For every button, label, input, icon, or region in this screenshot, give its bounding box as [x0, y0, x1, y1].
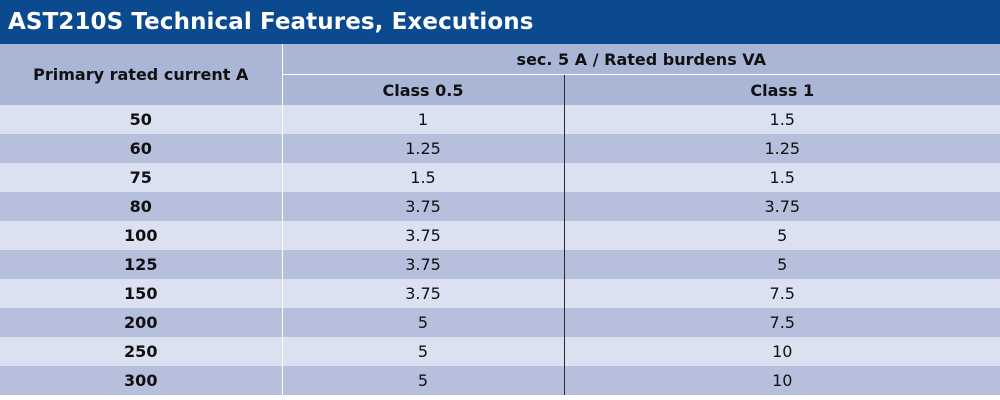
- table-row: 50 1 1.5: [0, 105, 1000, 134]
- cell-class-1: 1.25: [563, 134, 1000, 163]
- cell-current: 200: [0, 308, 282, 337]
- cell-class-1: 7.5: [563, 279, 1000, 308]
- table-row: 125 3.75 5: [0, 250, 1000, 279]
- header-primary-current: Primary rated current A: [0, 44, 282, 105]
- cell-current: 125: [0, 250, 282, 279]
- header-secondary-burdens: sec. 5 A / Rated burdens VA: [281, 44, 1000, 75]
- table-row: 250 5 10: [0, 337, 1000, 366]
- cell-current: 300: [0, 366, 282, 395]
- cell-current: 150: [0, 279, 282, 308]
- cell-class-0-5: 5: [281, 366, 564, 395]
- cell-class-1: 1.5: [563, 105, 1000, 134]
- header-class-1: Class 1: [563, 74, 1000, 105]
- cell-class-1: 5: [563, 250, 1000, 279]
- cell-current: 250: [0, 337, 282, 366]
- table-row: 60 1.25 1.25: [0, 134, 1000, 163]
- cell-current: 75: [0, 163, 282, 192]
- table-row: 150 3.75 7.5: [0, 279, 1000, 308]
- cell-class-1: 10: [563, 366, 1000, 395]
- cell-class-0-5: 1.25: [281, 134, 564, 163]
- table-body: 50 1 1.5 60 1.25 1.25 75 1.5 1.5 80 3.75…: [0, 105, 1000, 395]
- page-title: AST210S Technical Features, Executions: [0, 0, 1000, 44]
- features-table: Primary rated current A sec. 5 A / Rated…: [0, 44, 1000, 395]
- cell-class-0-5: 5: [281, 337, 564, 366]
- cell-class-1: 5: [563, 221, 1000, 250]
- table-header: Primary rated current A sec. 5 A / Rated…: [0, 44, 1000, 105]
- cell-class-0-5: 3.75: [281, 279, 564, 308]
- cell-class-1: 10: [563, 337, 1000, 366]
- cell-class-0-5: 1: [281, 105, 564, 134]
- cell-class-0-5: 3.75: [281, 221, 564, 250]
- header-class-0-5: Class 0.5: [281, 74, 564, 105]
- table-row: 200 5 7.5: [0, 308, 1000, 337]
- cell-current: 50: [0, 105, 282, 134]
- cell-current: 80: [0, 192, 282, 221]
- cell-class-1: 1.5: [563, 163, 1000, 192]
- cell-current: 60: [0, 134, 282, 163]
- table-row: 75 1.5 1.5: [0, 163, 1000, 192]
- cell-class-0-5: 1.5: [281, 163, 564, 192]
- table-row: 300 5 10: [0, 366, 1000, 395]
- cell-class-1: 7.5: [563, 308, 1000, 337]
- cell-current: 100: [0, 221, 282, 250]
- cell-class-0-5: 5: [281, 308, 564, 337]
- table-row: 80 3.75 3.75: [0, 192, 1000, 221]
- cell-class-1: 3.75: [563, 192, 1000, 221]
- cell-class-0-5: 3.75: [281, 192, 564, 221]
- cell-class-0-5: 3.75: [281, 250, 564, 279]
- table-row: 100 3.75 5: [0, 221, 1000, 250]
